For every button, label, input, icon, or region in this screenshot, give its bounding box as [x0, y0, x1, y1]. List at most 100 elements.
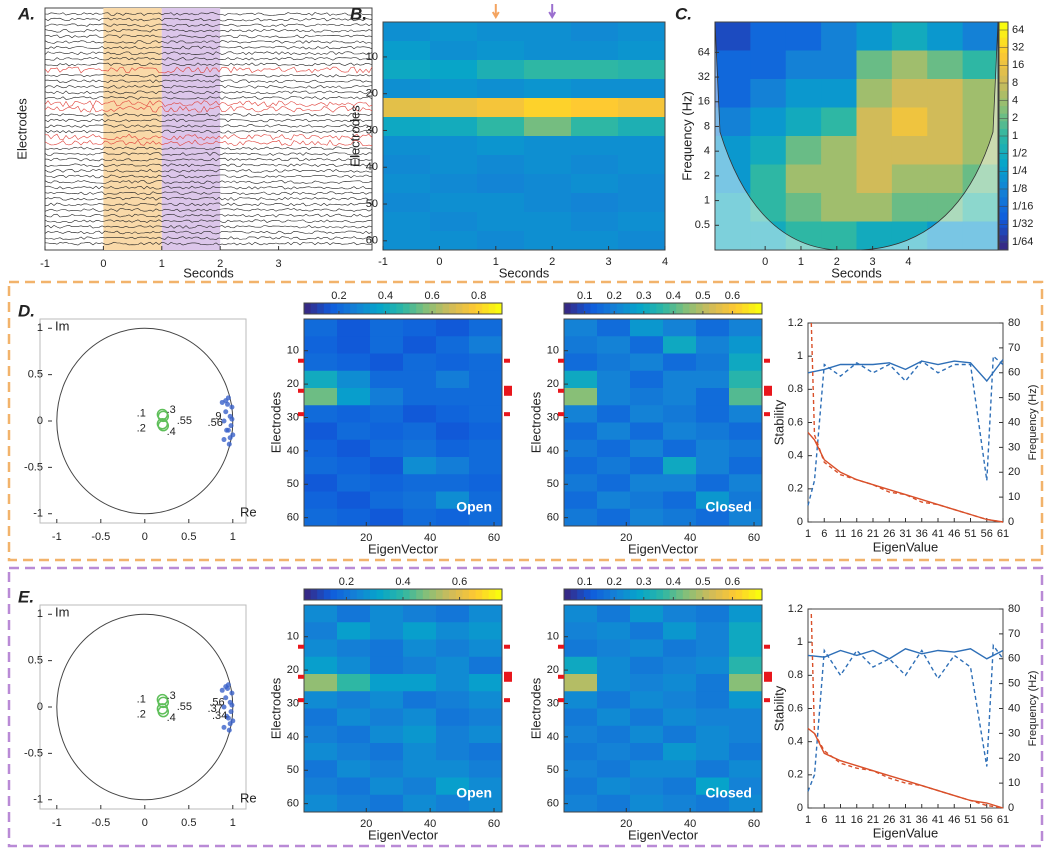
heat-cell — [304, 760, 338, 778]
heat-cell — [564, 422, 598, 441]
colorbar-tick-label: 2 — [1012, 112, 1018, 124]
heat-cell — [696, 474, 730, 492]
heat-cell — [715, 136, 751, 165]
colorbar-step — [735, 303, 743, 314]
colorbar-step — [577, 589, 585, 600]
colorbar-step — [696, 589, 704, 600]
y-tick-label: 0.5 — [28, 655, 43, 667]
y-tick-label: 0.4 — [788, 450, 803, 462]
colorbar-tick-label: 0.4 — [666, 576, 681, 588]
colorbar-step — [663, 589, 671, 600]
colorbar-step — [689, 303, 697, 314]
heat-cell — [927, 79, 964, 108]
y-tick-label: 60 — [1008, 367, 1020, 379]
y-tick-label: 40 — [547, 445, 559, 457]
eeg-trace — [44, 28, 373, 33]
heat-cell — [430, 98, 478, 118]
heat-cell — [304, 777, 338, 796]
heat-cell — [630, 622, 664, 640]
heat-cell — [729, 388, 763, 406]
y-tick-label: 0.6 — [788, 702, 803, 714]
heat-cell — [571, 41, 619, 61]
heat-cell — [630, 439, 664, 458]
y-tick-label: 0.4 — [788, 736, 803, 748]
heat-cell — [370, 491, 404, 510]
x-tick-label: 20 — [620, 532, 632, 544]
heat-cell — [618, 98, 666, 118]
x-tick-label: 2 — [217, 258, 223, 270]
heat-cell — [564, 457, 598, 475]
heat-cell — [696, 674, 730, 692]
heat-cell — [524, 136, 572, 156]
x-tick-label: 41 — [932, 528, 944, 540]
x-tick-label: 0.5 — [181, 817, 196, 829]
heat-cell — [630, 491, 664, 510]
y-tick-label: 20 — [287, 378, 299, 390]
colorbar-step — [422, 589, 430, 600]
y-tick-label: 20 — [287, 664, 299, 676]
heat-cell — [304, 674, 338, 692]
colorbar-step — [469, 589, 477, 600]
heat-cell — [370, 691, 404, 709]
heat-cell — [618, 136, 666, 156]
heat-cell — [630, 474, 664, 492]
colorbar-tick-label: 0.5 — [695, 290, 710, 302]
y-tick-label: -1 — [33, 794, 43, 806]
plot-frame — [39, 604, 247, 810]
heat-cell — [856, 50, 893, 80]
eeg-trace — [44, 74, 373, 78]
heat-cell — [304, 422, 338, 441]
dominant-pole — [157, 419, 170, 432]
eeg-trace — [44, 236, 373, 240]
panel-title: C. — [675, 4, 692, 23]
heat-cell — [663, 794, 697, 813]
heat-cell — [337, 474, 371, 492]
x-tick-label: 2 — [834, 256, 840, 268]
heat-cell — [729, 370, 763, 389]
heat-cell — [304, 508, 338, 527]
heat-cell — [750, 193, 787, 222]
heat-cell — [785, 50, 822, 80]
heat-cell — [597, 639, 631, 658]
colorbar-tick-label: 1/64 — [1012, 236, 1033, 248]
colorbar-step — [999, 181, 1008, 190]
heat-cell — [403, 353, 437, 372]
heat-cell — [337, 336, 371, 354]
heat-cell — [304, 639, 338, 658]
heat-cell — [564, 674, 598, 692]
heat-cell — [597, 691, 631, 709]
heat-cell — [630, 353, 664, 372]
pole — [225, 427, 231, 433]
colorbar-step — [583, 589, 591, 600]
colorbar-tick-label: 0.6 — [725, 576, 740, 588]
x-tick-label: -1 — [40, 258, 50, 270]
colorbar-step — [436, 303, 444, 314]
heat-cell — [370, 708, 404, 727]
y-tick-label: 60 — [1008, 653, 1020, 665]
heat-cell — [477, 22, 525, 42]
heat-cell — [750, 164, 787, 194]
colorbar-step — [999, 219, 1008, 228]
heat-cell — [436, 777, 470, 796]
y-tick-label: 20 — [1008, 466, 1020, 478]
heat-cell — [696, 622, 730, 640]
colorbar-step — [597, 589, 605, 600]
colorbar-step — [999, 105, 1008, 114]
heat-cell — [430, 60, 478, 80]
electrode-highlight — [558, 412, 564, 417]
heat-cell — [403, 622, 437, 640]
heat-cell — [436, 457, 470, 475]
pole — [228, 709, 234, 715]
colorbar-tick-label: 32 — [1012, 42, 1024, 54]
colorbar-step — [469, 303, 477, 314]
panel-e-frame — [7, 566, 1044, 848]
heat-cell — [856, 79, 893, 108]
colorbar-step — [999, 29, 1008, 38]
y-tick-label: 0.6 — [788, 416, 803, 428]
heat-cell — [383, 155, 431, 175]
heat-cell — [436, 605, 470, 623]
heat-cell — [927, 221, 964, 251]
heat-cell — [597, 777, 631, 796]
time-band — [161, 8, 221, 250]
panel-title: E. — [18, 587, 34, 606]
